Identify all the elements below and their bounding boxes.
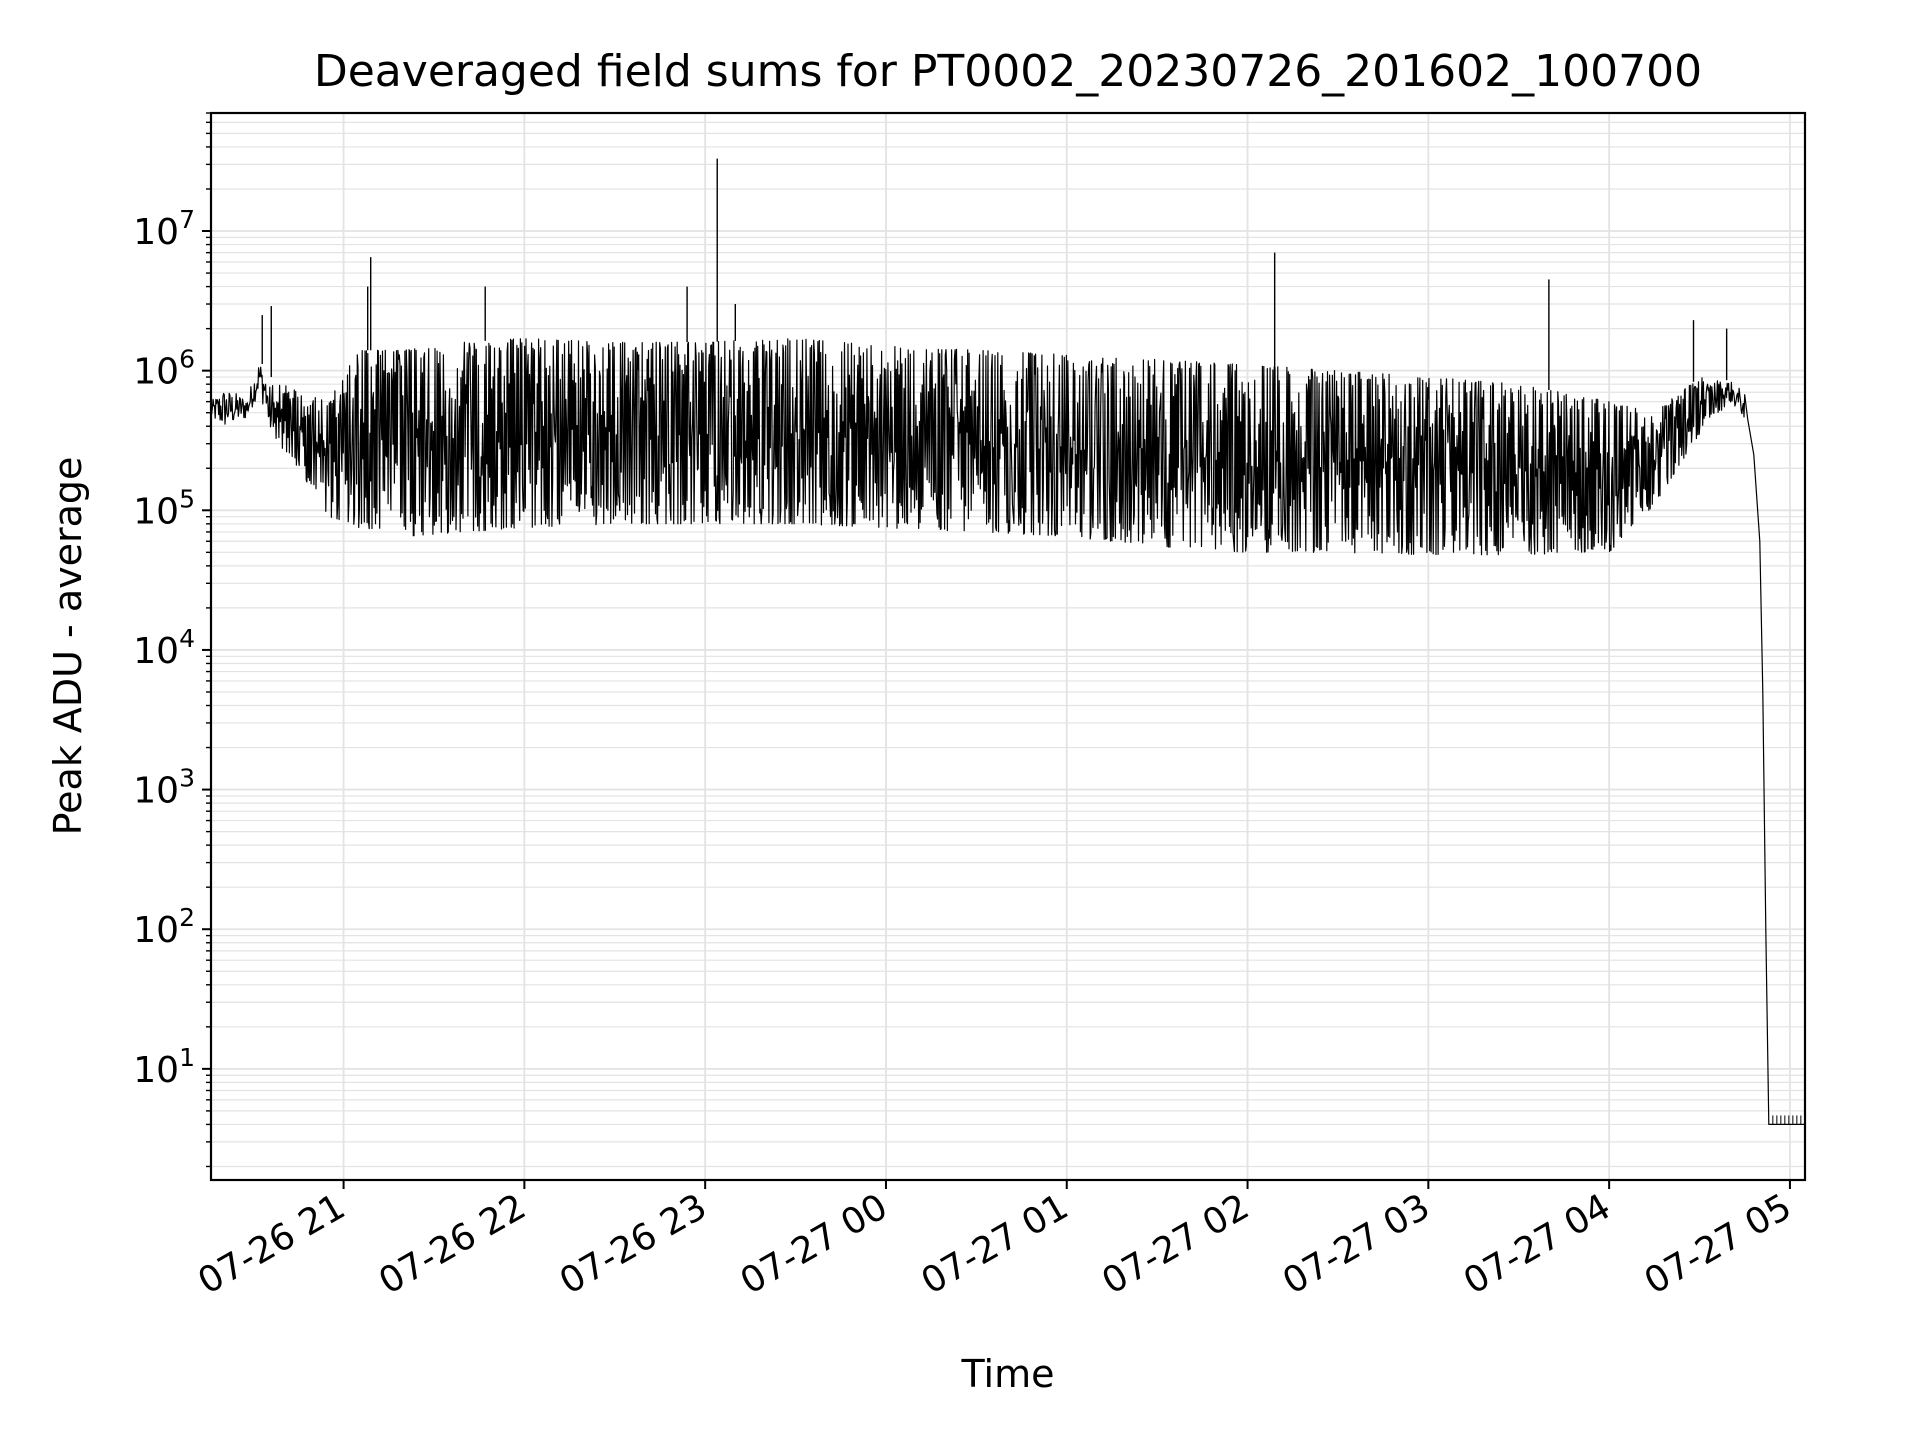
plot-frame [209,111,1807,1182]
y-tick-label: 104 [133,624,195,672]
y-tick-label: 103 [133,764,195,812]
chart-title: Deaveraged field sums for PT0002_2023072… [314,46,1702,97]
y-tick-label: 105 [133,484,195,532]
x-axis-label: Time [961,1352,1055,1396]
y-tick-label: 106 [133,345,195,393]
series-line [210,338,1805,1125]
y-axis-label: Peak ADU - average [46,457,90,836]
y-tick-label: 101 [133,1043,195,1091]
grid-layer [211,112,1805,1180]
data-layer [210,158,1805,1125]
y-tick-label: 107 [133,205,195,253]
y-tick-label: 102 [133,903,195,951]
